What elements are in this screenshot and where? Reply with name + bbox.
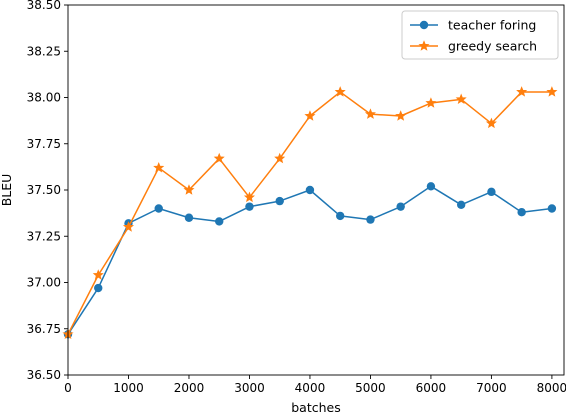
greedy-search-point bbox=[122, 221, 135, 232]
greedy-search-point bbox=[334, 86, 346, 97]
teacher-forcing-point bbox=[547, 204, 557, 213]
greedy-search-point bbox=[516, 86, 528, 97]
greedy-search-point bbox=[304, 110, 316, 121]
y-tick-label: 38.50 bbox=[27, 0, 61, 12]
greedy-search-point bbox=[153, 161, 165, 173]
x-tick-label: 6000 bbox=[416, 381, 447, 395]
x-tick-label: 3000 bbox=[234, 381, 265, 395]
teacher-forcing-point bbox=[456, 200, 466, 209]
x-tick-label: 1000 bbox=[113, 381, 144, 395]
greedy-search-point bbox=[274, 152, 286, 164]
legend-label-greedy-search: greedy search bbox=[448, 39, 537, 54]
teacher-forcing-point bbox=[396, 202, 405, 211]
legend-marker-greedy-search bbox=[418, 40, 430, 51]
y-tick-label: 36.75 bbox=[27, 322, 61, 336]
greedy-search-line bbox=[67, 91, 552, 335]
y-axis-label: BLEU bbox=[0, 174, 14, 207]
greedy-search-point bbox=[92, 269, 104, 280]
x-tick-label: 8000 bbox=[537, 381, 566, 395]
x-tick-label: 7000 bbox=[476, 381, 507, 395]
greedy-search-point bbox=[183, 184, 195, 195]
x-tick-label: 5000 bbox=[355, 381, 386, 395]
y-tick-label: 36.50 bbox=[27, 368, 61, 382]
teacher-forcing-point bbox=[517, 208, 526, 217]
greedy-search-point bbox=[485, 117, 497, 129]
teacher-forcing-point bbox=[154, 204, 163, 213]
greedy-search-point bbox=[213, 152, 225, 164]
legend-box bbox=[401, 10, 559, 60]
teacher-forcing-point bbox=[184, 213, 194, 222]
greedy-search-point bbox=[546, 86, 558, 97]
y-tick-label: 37.00 bbox=[27, 276, 61, 290]
greedy-search-point bbox=[243, 191, 255, 203]
y-tick-label: 38.00 bbox=[27, 91, 61, 105]
legend-label-teacher-forcing: teacher foring bbox=[448, 18, 536, 33]
y-tick-label: 37.50 bbox=[27, 183, 61, 197]
x-tick-label: 0 bbox=[64, 381, 72, 395]
teacher-forcing-line bbox=[67, 185, 552, 335]
x-axis-label: batches bbox=[291, 400, 341, 414]
axes: 0 1000 2000 3000 4000 5000 6000 7000 8000 36.50 36… bbox=[27, 0, 566, 395]
teacher-forcing-point bbox=[215, 217, 224, 226]
teacher-forcing-point bbox=[94, 283, 103, 293]
teacher-forcing-point bbox=[245, 202, 254, 211]
x-tick-label: 4000 bbox=[295, 381, 326, 395]
legend: teacher foring greedy search bbox=[401, 10, 559, 60]
teacher-forcing-point bbox=[275, 196, 284, 206]
greedy-search-point bbox=[364, 108, 376, 119]
teacher-forcing-point bbox=[487, 187, 496, 197]
x-tick-label: 2000 bbox=[174, 381, 205, 395]
greedy-search-point bbox=[395, 110, 407, 121]
y-tick-label: 37.25 bbox=[27, 229, 61, 243]
teacher-forcing-point bbox=[305, 185, 315, 195]
teacher-forcing-point bbox=[426, 182, 436, 191]
teacher-forcing-point bbox=[366, 215, 375, 224]
y-tick-label: 38.25 bbox=[27, 44, 61, 58]
greedy-search-point bbox=[455, 93, 467, 105]
teacher-forcing-point bbox=[335, 211, 345, 221]
plot-area bbox=[62, 86, 558, 340]
y-tick-label: 37.75 bbox=[27, 137, 61, 151]
greedy-search-point bbox=[425, 97, 437, 108]
legend-marker-teacher-forcing bbox=[419, 20, 429, 30]
